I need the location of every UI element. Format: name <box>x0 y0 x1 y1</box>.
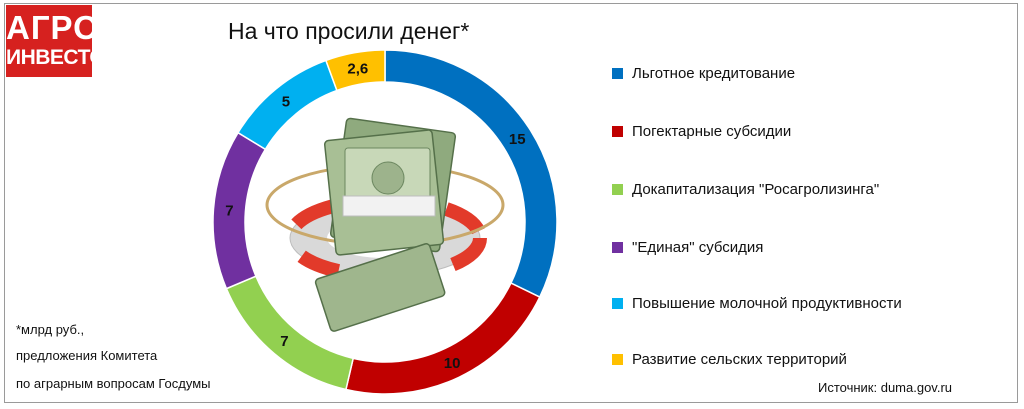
legend-swatch <box>612 241 623 253</box>
legend-item-4: "Единая" субсидия <box>612 236 763 258</box>
legend-item-2: Погектарные субсидии <box>612 120 791 142</box>
legend-swatch <box>612 297 623 309</box>
chart-title: На что просили денег* <box>228 18 470 44</box>
donut-slice-4 <box>212 131 267 290</box>
legend-label: Докапитализация "Росагролизинга" <box>632 180 880 198</box>
slice-value-label-1: 15 <box>509 131 526 148</box>
logo-line1: АГРО <box>6 9 100 46</box>
legend-label: Повышение молочной продуктивности <box>632 294 902 312</box>
legend-item-6: Развитие сельских территорий <box>612 348 847 370</box>
legend-item-3: Докапитализация "Росагролизинга" <box>612 178 879 200</box>
legend-label: Развитие сельских территорий <box>632 350 847 368</box>
legend-swatch <box>612 125 623 137</box>
legend-item-5: Повышение молочной продуктивности <box>612 292 902 314</box>
slice-value-label-5: 5 <box>282 93 290 110</box>
slice-value-label-2: 10 <box>444 355 461 372</box>
legend-swatch <box>612 353 623 365</box>
note-source-committee: предложения Комитета <box>16 348 158 363</box>
logo-line2: ИНВЕСТОР <box>6 46 119 69</box>
donut-slice-6 <box>324 49 386 92</box>
slice-value-label-4: 7 <box>225 202 233 219</box>
note-units: *млрд руб., <box>16 322 85 337</box>
source-credit: Источник: duma.gov.ru <box>818 380 953 395</box>
money-lifebuoy-icon <box>265 117 505 332</box>
slice-value-label-3: 7 <box>280 333 288 350</box>
legend-label: "Единая" субсидия <box>632 238 764 256</box>
legend-swatch <box>612 183 623 195</box>
legend-label: Погектарные субсидии <box>632 122 792 140</box>
legend-label: Льготное кредитование <box>632 64 796 82</box>
note-duma: по аграрным вопросам Госдумы <box>16 376 211 391</box>
slice-value-label-6: 2,6 <box>347 60 368 77</box>
legend-item-1: Льготное кредитование <box>612 62 795 84</box>
legend-swatch <box>612 67 623 79</box>
agroinvestor-logo: АГРО ИНВЕСТОР <box>6 5 119 77</box>
